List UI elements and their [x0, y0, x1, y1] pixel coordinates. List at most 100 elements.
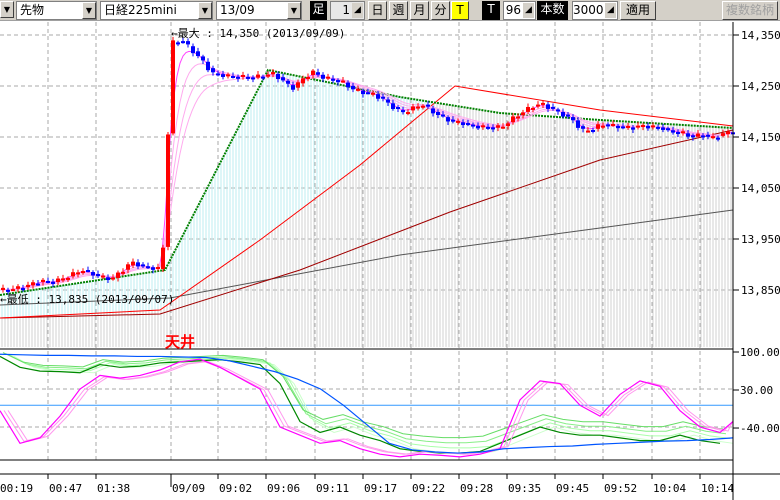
price-tick-label: 13,950 [741, 233, 780, 246]
candle-down [436, 112, 440, 115]
osc-light-green-line [9, 354, 731, 449]
candle-up [681, 131, 685, 134]
candle-up [641, 125, 645, 128]
candle-up [121, 271, 125, 274]
chevron-down-icon[interactable]: ▼ [287, 2, 301, 19]
candle-up [371, 92, 375, 95]
candle-up [131, 261, 135, 266]
contract-month-select[interactable]: 13/09 ▼ [216, 1, 302, 20]
candle-up [226, 74, 230, 77]
candle-up [456, 120, 460, 123]
time-tick-label: 09:52 [604, 482, 637, 495]
osc-tick-label: 30.00 [740, 384, 773, 397]
osc-pink-line [3, 360, 734, 455]
candle-down [221, 74, 225, 77]
spinner-icon[interactable]: ◢ [523, 3, 534, 18]
candle-up [241, 74, 245, 77]
candle-up [156, 267, 160, 270]
volume-stripes [1, 70, 732, 347]
time-tick-label: 00:47 [49, 482, 82, 495]
bar-count-spinner[interactable]: 1 ◢ [330, 1, 365, 20]
candle-down [181, 41, 185, 44]
week-button[interactable]: 週 [389, 1, 408, 20]
candle-down [286, 80, 290, 84]
instrument-select[interactable]: 日経225mini ▼ [100, 1, 213, 20]
minute-button[interactable]: 分 [431, 1, 450, 20]
candle-down [451, 119, 455, 122]
price-tick-label: 14,150 [741, 131, 780, 144]
tick-label: T [482, 1, 500, 20]
price-tick-label: 14,250 [741, 80, 780, 93]
candle-up [101, 275, 105, 278]
osc-light-green-line [13, 355, 734, 454]
candle-down [141, 264, 145, 267]
candle-up [26, 284, 30, 288]
candles [1, 36, 735, 295]
ceiling-label: 天井 [165, 333, 195, 351]
candle-up [326, 76, 330, 79]
candle-down [476, 125, 480, 129]
candle-down [381, 96, 385, 99]
candle-down [346, 82, 350, 88]
osc-tick-label: 100.00 [740, 346, 780, 359]
candle-up [161, 247, 165, 269]
candle-up [516, 116, 520, 119]
candle-down [336, 80, 340, 83]
menu-dropdown-button[interactable]: ▼ [0, 1, 14, 18]
mid-ma-line [0, 129, 734, 319]
spinner-icon[interactable]: ◢ [605, 3, 616, 18]
category-select[interactable]: 先物 ▼ [16, 1, 97, 20]
candle-down [331, 78, 335, 81]
candle-up [341, 80, 345, 83]
candle-up [31, 282, 35, 286]
candle-up [81, 271, 85, 274]
spinner-icon[interactable]: ◢ [352, 3, 363, 18]
candle-up [421, 105, 425, 108]
candle-up [16, 286, 20, 289]
candle-down [191, 46, 195, 54]
chevron-down-icon[interactable]: ▼ [82, 2, 96, 19]
count-spinner[interactable]: 3000 ◢ [572, 1, 618, 20]
candle-up [271, 72, 275, 75]
multi-symbol-button[interactable]: 複数銘柄 [722, 1, 778, 20]
candle-down [91, 272, 95, 276]
candle-down [606, 124, 610, 127]
long-ma-line [0, 209, 734, 306]
candle-down [291, 85, 295, 90]
candle-up [126, 264, 130, 270]
candle-up [651, 125, 655, 128]
candle-down [366, 92, 370, 95]
day-button[interactable]: 日 [368, 1, 387, 20]
candle-down [206, 61, 210, 71]
toolbar: ▼ 先物 ▼ 日経225mini ▼ 13/09 ▼ 足 1 ◢ 日 週 月 分 T T… [0, 0, 780, 21]
candle-down [21, 288, 25, 291]
month-button[interactable]: 月 [410, 1, 429, 20]
candle-down [236, 76, 240, 79]
tick-button[interactable]: T [451, 1, 469, 20]
candle-up [71, 272, 75, 277]
candle-down [646, 125, 650, 129]
candle-up [611, 124, 615, 127]
price-chart[interactable]: ←最大 : 14,350 (2013/09/09) ←最低 : 13,835 (… [0, 22, 780, 500]
candle-down [211, 68, 215, 73]
instrument-value: 日経225mini [104, 3, 177, 17]
candle-up [511, 116, 515, 123]
candle-up [411, 106, 415, 111]
tick-spinner[interactable]: 96 ◢ [503, 1, 536, 20]
apply-button[interactable]: 適用 [620, 1, 656, 20]
chevron-down-icon[interactable]: ▼ [198, 2, 212, 19]
candle-up [66, 277, 70, 280]
price-tick-label: 14,050 [741, 182, 780, 195]
candle-up [61, 278, 65, 281]
candle-down [471, 124, 475, 127]
candle-down [691, 135, 695, 138]
candle-down [316, 72, 320, 75]
time-tick-label: 01:38 [97, 482, 130, 495]
candle-down [431, 108, 435, 114]
candle-down [676, 132, 680, 135]
candle-down [491, 127, 495, 130]
candle-up [111, 277, 115, 280]
candle-down [461, 122, 465, 126]
candle-up [56, 278, 60, 282]
price-tick-label: 13,850 [741, 284, 780, 297]
